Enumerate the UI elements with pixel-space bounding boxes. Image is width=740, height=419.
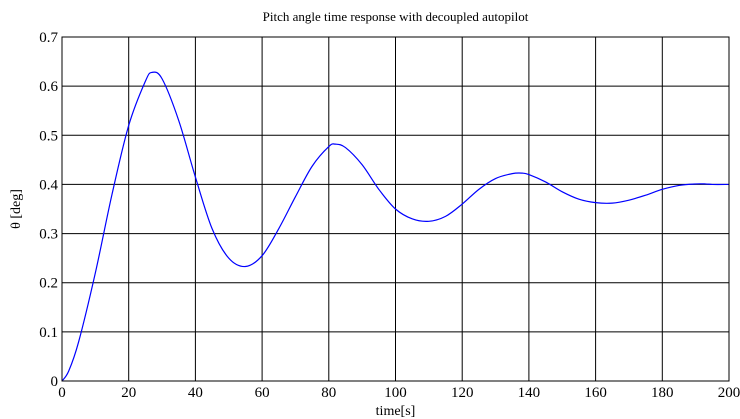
y-tick-label: 0.2 — [39, 276, 58, 292]
plot-frame — [61, 36, 730, 382]
x-tick-label: 120 — [451, 385, 474, 401]
x-tick-label: 0 — [58, 385, 66, 401]
y-tick-label: 0.1 — [39, 325, 58, 341]
series-line-0 — [61, 71, 730, 382]
y-tick-label: 0.6 — [39, 79, 58, 95]
series-layer — [61, 71, 730, 382]
x-tick-label: 100 — [384, 385, 407, 401]
chart-title: Pitch angle time response with decoupled… — [263, 9, 529, 24]
y-axis-label: θ [deg] — [9, 189, 24, 229]
x-tick-label: 180 — [651, 385, 674, 401]
x-tick-label: 140 — [518, 385, 541, 401]
y-tick-label: 0 — [51, 374, 59, 390]
x-tick-label: 80 — [321, 385, 336, 401]
x-tick-label: 40 — [188, 385, 203, 401]
tick-layer: 0 20 40 60 80 100 120 140 160 180 200 0 0.1 0.2 0.3 0.4… — [39, 30, 740, 401]
x-tick-label: 60 — [255, 385, 270, 401]
grid — [62, 37, 729, 381]
x-tick-label: 160 — [584, 385, 607, 401]
x-axis-label: time[s] — [376, 404, 416, 419]
y-tick-label: 0.7 — [39, 30, 58, 46]
x-tick-label: 200 — [718, 385, 740, 401]
x-tick-label: 20 — [121, 385, 136, 401]
y-tick-label: 0.3 — [39, 227, 58, 243]
y-tick-label: 0.5 — [39, 128, 58, 144]
y-tick-label: 0.4 — [39, 177, 58, 193]
